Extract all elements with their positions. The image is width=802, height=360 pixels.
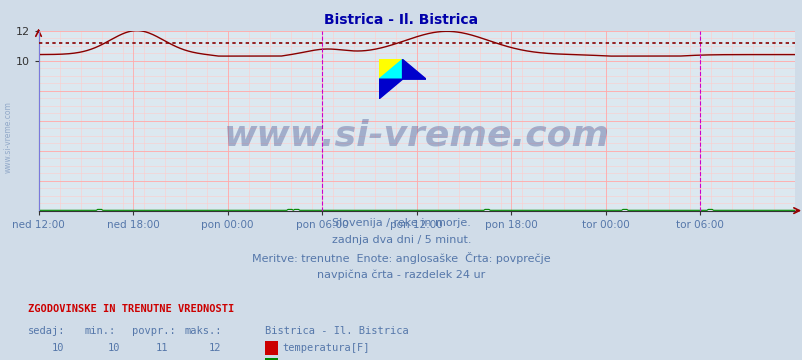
Text: Bistrica - Il. Bistrica: Bistrica - Il. Bistrica	[265, 326, 408, 336]
Polygon shape	[402, 59, 426, 79]
Text: www.si-vreme.com: www.si-vreme.com	[224, 118, 609, 152]
Text: www.si-vreme.com: www.si-vreme.com	[3, 101, 13, 173]
Text: min.:: min.:	[84, 326, 115, 336]
Text: maks.:: maks.:	[184, 326, 222, 336]
Polygon shape	[379, 79, 402, 99]
Polygon shape	[379, 59, 402, 79]
Text: povpr.:: povpr.:	[132, 326, 176, 336]
Text: navpična črta - razdelek 24 ur: navpična črta - razdelek 24 ur	[317, 270, 485, 280]
Polygon shape	[379, 59, 402, 79]
Text: temperatura[F]: temperatura[F]	[282, 343, 370, 353]
Text: 12: 12	[208, 343, 221, 353]
Text: Meritve: trenutne  Enote: anglosaške  Črta: povprečje: Meritve: trenutne Enote: anglosaške Črta…	[252, 252, 550, 264]
Text: 10: 10	[51, 343, 64, 353]
Text: 10: 10	[107, 343, 120, 353]
Text: ZGODOVINSKE IN TRENUTNE VREDNOSTI: ZGODOVINSKE IN TRENUTNE VREDNOSTI	[28, 304, 234, 314]
Text: zadnja dva dni / 5 minut.: zadnja dva dni / 5 minut.	[331, 235, 471, 245]
Text: 11: 11	[156, 343, 168, 353]
Text: Bistrica - Il. Bistrica: Bistrica - Il. Bistrica	[324, 13, 478, 27]
Text: sedaj:: sedaj:	[28, 326, 66, 336]
Text: Slovenija / reke in morje.: Slovenija / reke in morje.	[332, 218, 470, 228]
